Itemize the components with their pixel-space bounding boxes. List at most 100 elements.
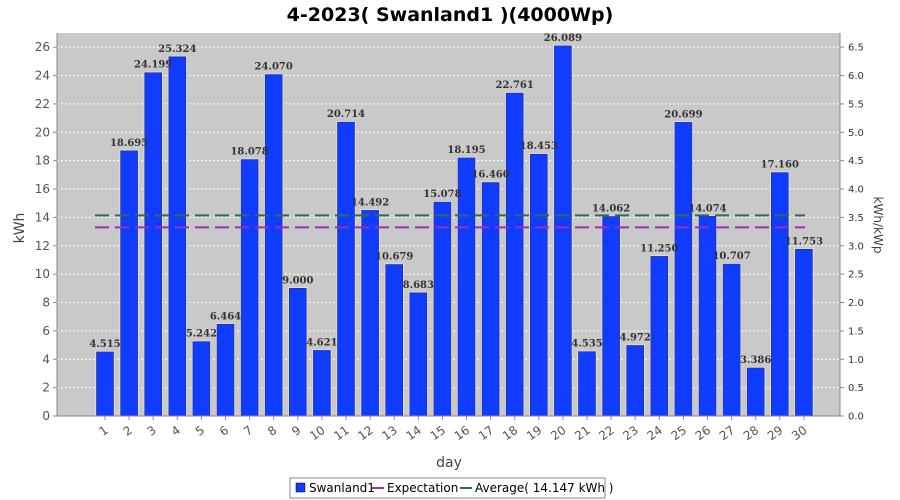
x-tick-label: 22 xyxy=(596,423,617,443)
bar-value-label: 18.195 xyxy=(447,145,485,156)
y-tick-label: 12 xyxy=(35,239,50,253)
y-tick-label: 24 xyxy=(35,69,50,83)
y2-tick-label: 6.0 xyxy=(848,71,864,82)
y-axis-right: 0.0 0.5 1.0 1.5 2.0 2.5 3.0 3.5 4.0 4.5 5.0 5.5 6.0 6… xyxy=(839,33,864,423)
y-tick-label: 4 xyxy=(42,352,50,366)
bar-4 xyxy=(168,56,187,417)
x-tick-label: 19 xyxy=(524,423,545,443)
x-tick-label: 14 xyxy=(403,423,424,443)
bar-value-label: 18.695 xyxy=(110,138,148,149)
bar-value-label: 9.000 xyxy=(282,275,313,286)
bar-5 xyxy=(192,341,211,417)
bar-8 xyxy=(264,74,283,417)
x-tick-label: 30 xyxy=(789,423,810,443)
bar-value-label: 6.464 xyxy=(210,311,241,322)
bar-value-label: 3.386 xyxy=(740,355,771,366)
bar-10 xyxy=(313,350,331,417)
bar-value-label: 22.761 xyxy=(496,80,534,91)
x-axis-label: day xyxy=(436,455,462,471)
data-labels: 4.515 18.695 24.199 25.324 5.242 6.464 18.078 2… xyxy=(89,33,823,366)
bar-value-label: 18.453 xyxy=(520,141,558,152)
bar-19 xyxy=(529,153,548,417)
legend-box xyxy=(289,477,606,499)
x-tick-label: 28 xyxy=(741,423,762,443)
x-tick-label: 1 xyxy=(96,423,110,439)
x-tick-label: 20 xyxy=(548,423,569,443)
y2-axis-label: kWh/kWp xyxy=(871,197,885,254)
bar-25 xyxy=(674,122,693,417)
bar-value-label: 25.324 xyxy=(158,44,196,55)
bar-value-label: 10.679 xyxy=(375,252,413,263)
bar-30 xyxy=(795,248,813,417)
bar-12 xyxy=(361,210,379,417)
bar-value-label: 16.460 xyxy=(471,170,509,181)
legend-label-expectation: Expectation xyxy=(387,481,458,495)
bar-29 xyxy=(770,172,789,417)
x-tick-label: 15 xyxy=(428,423,449,443)
bar-value-label: 11.250 xyxy=(640,243,678,254)
y-axis-label: kWh xyxy=(12,213,28,244)
y2-tick-label: 5.5 xyxy=(848,99,864,110)
y-tick-label: 16 xyxy=(35,182,50,196)
bar-20 xyxy=(554,45,572,417)
x-tick-label: 3 xyxy=(145,423,159,439)
bar-value-label: 15.078 xyxy=(423,189,461,200)
y2-tick-label: 3.0 xyxy=(848,241,864,252)
bar-6 xyxy=(216,324,235,417)
y-tick-label: 14 xyxy=(35,210,50,224)
bar-3 xyxy=(144,72,162,417)
y2-tick-label: 1.0 xyxy=(848,355,864,366)
bar-value-label: 4.972 xyxy=(620,332,651,343)
legend: Swanland1 Expectation Average( 14.147 kW… xyxy=(289,477,614,499)
y2-tick-label: 4.0 xyxy=(848,185,864,196)
bar-7 xyxy=(240,159,259,417)
bar-value-label: 18.078 xyxy=(230,147,268,158)
y2-tick-label: 1.5 xyxy=(848,326,864,337)
bar-24 xyxy=(650,256,669,417)
y-tick-label: 20 xyxy=(35,125,50,139)
bar-value-label: 5.242 xyxy=(186,329,217,340)
bar-2 xyxy=(120,150,138,417)
y-tick-label: 26 xyxy=(35,40,50,54)
bar-value-label: 20.714 xyxy=(327,109,365,120)
x-tick-label: 12 xyxy=(355,423,376,443)
y-tick-label: 22 xyxy=(35,97,50,111)
bar-9 xyxy=(288,288,307,417)
legend-label-swanland1: Swanland1 xyxy=(309,481,375,495)
x-tick-label: 16 xyxy=(452,423,473,443)
bar-value-label: 14.074 xyxy=(688,203,726,214)
bar-28 xyxy=(746,367,765,417)
bar-value-label: 10.707 xyxy=(712,251,750,262)
y-tick-label: 0 xyxy=(42,409,50,423)
bar-value-label: 17.160 xyxy=(761,160,799,171)
x-tick-label: 21 xyxy=(572,423,593,443)
x-tick-label: 26 xyxy=(693,423,714,443)
legend-swatch-swanland1 xyxy=(295,482,306,493)
bar-value-label: 24.070 xyxy=(255,62,293,73)
x-tick-label: 10 xyxy=(307,423,328,443)
x-tick-label: 17 xyxy=(476,423,497,443)
y2-tick-label: 3.5 xyxy=(848,213,864,224)
x-tick-label: 4 xyxy=(169,423,183,439)
x-axis: 1 2 3 4 5 6 7 8 9 10 11 12 13 14 15 16 17 18 19 20 21 22 23 24 2… xyxy=(57,415,840,443)
y-tick-label: 18 xyxy=(35,154,50,168)
x-tick-label: 25 xyxy=(669,423,690,443)
bar-17 xyxy=(481,182,500,417)
x-tick-label: 2 xyxy=(121,423,135,439)
bar-13 xyxy=(385,264,404,417)
bar-27 xyxy=(722,263,741,417)
bar-value-label: 8.683 xyxy=(403,280,434,291)
bar-value-label: 4.515 xyxy=(89,339,120,350)
y2-tick-label: 4.5 xyxy=(848,156,864,167)
x-tick-label: 9 xyxy=(289,423,303,439)
x-tick-label: 7 xyxy=(241,423,255,439)
bar-22 xyxy=(602,216,620,417)
bar-value-label: 14.492 xyxy=(351,197,389,208)
chart-title: 4-2023( Swanland1 )(4000Wp) xyxy=(287,4,614,26)
x-tick-label: 23 xyxy=(620,423,641,443)
bar-value-label: 11.753 xyxy=(785,236,823,247)
bar-value-label: 26.089 xyxy=(544,33,582,44)
x-tick-label: 11 xyxy=(331,423,352,443)
bar-value-label: 14.062 xyxy=(592,204,630,215)
